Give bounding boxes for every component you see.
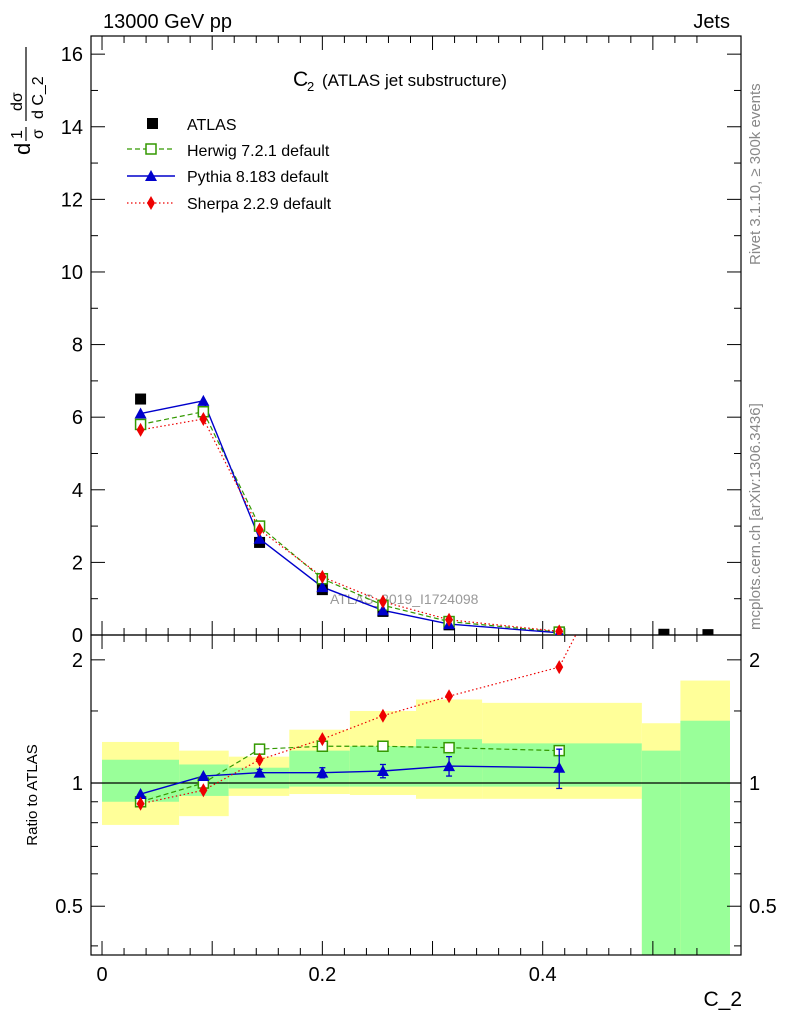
legend-sherpa-label: Sherpa 2.2.9 default [187,196,332,213]
ylabel-d: d [10,143,35,155]
ratio-frame [90,634,742,956]
main-ytick-label-1: 2 [72,552,83,574]
main-ytick-label-4: 8 [72,335,83,357]
main-point-sherpa-3 [318,569,327,584]
main-ytick-label-2: 4 [72,480,83,502]
ratio-point-sherpa-2 [255,752,264,767]
ratio-point-sherpa-6 [555,660,564,675]
legend-herwig-marker [145,143,157,155]
main-point-sherpa-5 [445,612,454,627]
legend-atlas-marker [147,118,158,129]
main-ytick-label-5: 10 [61,262,83,284]
mcplots-label: mcplots.cern.ch [arXiv:1306.3436] [747,403,764,630]
ratio-point-pythia-0 [134,788,147,800]
chart-title: C 2 (ATLAS jet substructure) [293,68,507,94]
band-inner-3 [289,750,350,787]
main-point-atlas-8 [702,629,714,635]
rivet-label: Rivet 3.1.10, ≥ 300k events [747,83,764,265]
band-inner-7 [641,750,681,955]
ratio-ytick-label-2: 2 [72,650,83,672]
legend-pythia-label: Pythia 8.183 default [187,169,329,186]
main-ytick-label-0: 0 [72,625,83,647]
ratio-point-pythia-4 [376,765,389,777]
legend-sherpa-marker [147,196,155,210]
ratio-point-pythia-5 [443,760,456,772]
main-point-pythia-4 [376,604,389,616]
ratio-point-sherpa-0 [136,796,145,811]
main-ytick-label-6: 12 [61,189,83,211]
title-main: C [293,68,308,91]
ratio-xtick-label-2: 0.4 [529,964,557,986]
ratio-xtick-label-1: 0.2 [308,964,336,986]
ylabel-dc2: d C_2 [30,76,47,119]
main-ytick-label-8: 16 [61,44,83,66]
ratio-point-sherpa-4 [378,708,387,723]
watermark: ATLAS_2019_I1724098 [330,591,479,607]
main-point-sherpa-6 [555,624,564,635]
title-sub: 2 [307,79,314,94]
main-point-pythia-0 [134,407,147,419]
main-point-sherpa-1 [199,411,208,426]
main-point-sherpa-4 [378,594,387,609]
ratio-point-pythia-6 [553,761,566,773]
title-rest: (ATLAS jet substructure) [322,71,507,90]
ratio-point-pythia-2 [253,766,266,778]
main-point-sherpa-0 [136,422,145,437]
ratio-point-pythia-1 [197,770,210,782]
ratio-point-pythia-3 [316,766,329,778]
ylabel-sigma: σ [30,129,47,139]
main-ytick-label-3: 6 [72,407,83,429]
ylabel-dsigma: dσ [9,92,26,111]
legend-atlas-label: ATLAS [187,117,237,134]
legend: ATLAS Herwig 7.2.1 default Pythia 8.183 … [127,117,332,213]
legend-pythia-marker [145,170,157,181]
ratio-ytick-label-1: 1 [72,773,83,795]
ratio-ytick-label-right-1: 1 [749,773,760,795]
main-line-pythia [140,400,560,634]
main-point-atlas-7 [658,628,670,635]
ylabel-one: 1 [9,130,26,139]
ratio-bands [102,680,730,955]
main-point-pythia-3 [316,581,329,593]
ratio-xtick-label-0: 0 [96,964,107,986]
main-point-atlas-0 [135,393,147,405]
ratio-point-sherpa-5 [445,689,454,704]
main-series [134,393,714,635]
ratio-point-herwig-4 [377,740,389,752]
main-ylabel: d 1 σ dσ d C_2 [9,47,47,155]
ratio-point-herwig-5 [443,741,455,754]
ratio-ytick-label-0: 0.5 [55,896,83,918]
main-point-pythia-1 [197,394,210,406]
ratio-point-sherpa-3 [318,732,327,747]
legend-herwig-label: Herwig 7.2.1 default [187,143,330,160]
process-label: Jets [693,11,730,33]
ratio-ytick-label-right-2: 2 [749,650,760,672]
ratio-point-herwig-2 [253,743,266,755]
xlabel: C_2 [703,988,742,1011]
main-ytick-label-7: 14 [61,117,83,139]
main-point-pythia-2 [253,532,266,544]
energy-label: 13000 GeV pp [103,11,232,33]
ratio-series [134,635,577,811]
ratio-point-sherpa-1 [199,783,208,798]
ratio-ytick-label-right-0: 0.5 [749,896,777,918]
band-inner-8 [680,720,730,955]
ratio-ylabel: Ratio to ATLAS [24,744,41,845]
main-point-sherpa-2 [255,522,264,537]
